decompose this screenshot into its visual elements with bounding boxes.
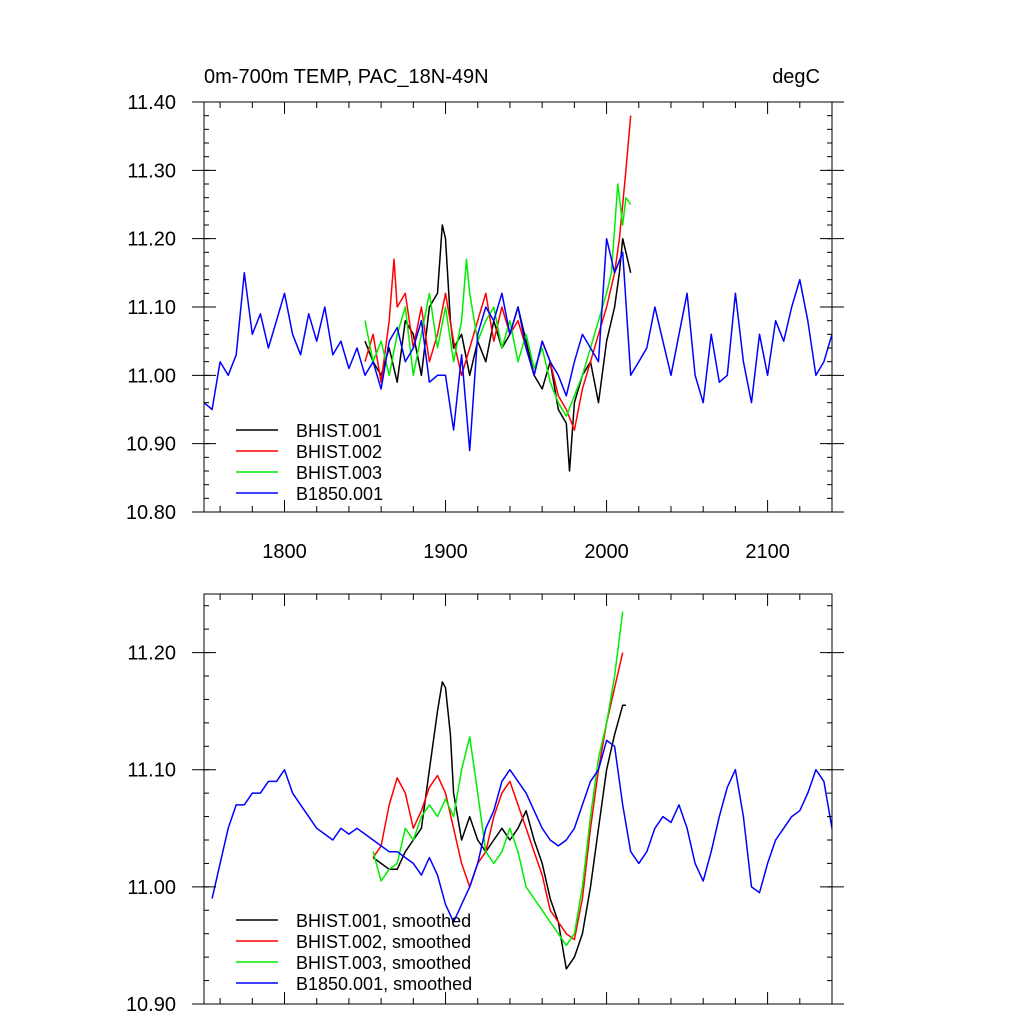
series-line-3 — [211, 739, 832, 923]
x-tick-label: 1800 — [262, 541, 307, 563]
y-tick-label: 10.80 — [126, 502, 176, 524]
y-tick-label: 11.20 — [127, 229, 176, 251]
legend-label-2: BHIST.003 — [296, 463, 382, 483]
y-tick-label: 11.10 — [127, 297, 176, 319]
x-tick-label: 2000 — [584, 541, 629, 563]
legend-label-3: B1850.001, smoothed — [296, 974, 472, 994]
x-tick-label: 2100 — [745, 541, 790, 563]
y-tick-label: 10.90 — [126, 434, 176, 456]
x-tick-label: 1900 — [423, 541, 468, 563]
series-line-3 — [204, 237, 832, 452]
legend-label-1: BHIST.002 — [296, 442, 382, 462]
y-tick-label: 11.40 — [127, 92, 176, 114]
legend-label-0: BHIST.001, smoothed — [296, 911, 471, 931]
legend-label-2: BHIST.003, smoothed — [296, 953, 471, 973]
series-line-2 — [372, 611, 624, 947]
legend-label-0: BHIST.001 — [296, 421, 382, 441]
legend-label-3: B1850.001 — [296, 484, 383, 504]
y-tick-label: 11.00 — [127, 365, 176, 387]
series-line-1 — [364, 115, 632, 431]
y-tick-label: 11.00 — [127, 877, 176, 899]
series-line-2 — [364, 183, 632, 418]
chart-title: 0m-700m TEMP, PAC_18N-49N — [204, 66, 489, 88]
y-tick-label: 11.10 — [127, 760, 176, 782]
units-label: degC — [772, 66, 820, 88]
legend-label-1: BHIST.002, smoothed — [296, 932, 471, 952]
y-tick-label: 11.20 — [127, 643, 176, 665]
series-line-0 — [372, 681, 626, 970]
top-panel: 0m-700m TEMP, PAC_18N-49N degC 10.80 10.9… — [126, 66, 844, 563]
series-line-1 — [372, 652, 624, 941]
plot-frame — [203, 593, 833, 1005]
y-tick-label: 10.90 — [126, 994, 176, 1016]
y-tick-label: 11.30 — [127, 160, 176, 182]
